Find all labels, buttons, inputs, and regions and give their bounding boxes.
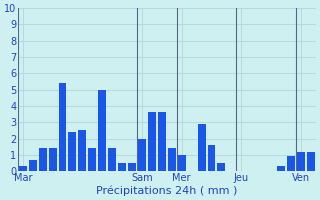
Bar: [218, 163, 225, 171]
Bar: [19, 166, 27, 171]
Bar: [287, 156, 295, 171]
Bar: [29, 160, 37, 171]
Bar: [297, 152, 305, 171]
Bar: [49, 148, 57, 171]
Bar: [148, 112, 156, 171]
Bar: [208, 145, 215, 171]
Bar: [68, 132, 76, 171]
Bar: [78, 130, 86, 171]
Bar: [168, 148, 176, 171]
Bar: [108, 148, 116, 171]
Bar: [307, 152, 315, 171]
Bar: [128, 163, 136, 171]
Bar: [39, 148, 47, 171]
Bar: [158, 112, 166, 171]
Bar: [198, 124, 205, 171]
Bar: [98, 90, 106, 171]
Bar: [118, 163, 126, 171]
X-axis label: Précipitations 24h ( mm ): Précipitations 24h ( mm ): [96, 185, 237, 196]
Bar: [138, 139, 146, 171]
Bar: [88, 148, 96, 171]
Bar: [277, 166, 285, 171]
Bar: [178, 155, 186, 171]
Bar: [59, 83, 67, 171]
